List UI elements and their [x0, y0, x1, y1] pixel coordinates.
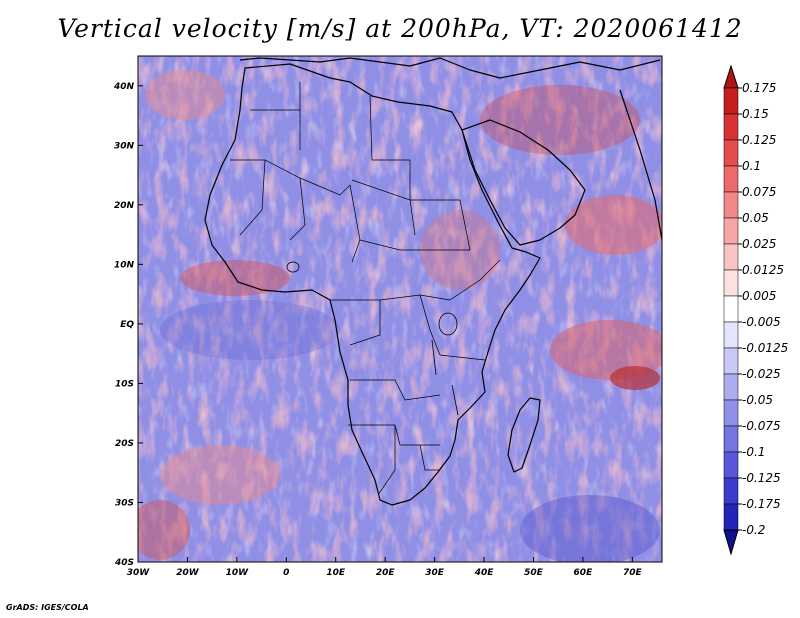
lat-tick-label: 40N: [113, 82, 135, 92]
colorbar-swatch: [723, 165, 739, 193]
lon-tick-label: 60E: [574, 568, 594, 578]
lon-tick-label: 70E: [623, 568, 643, 578]
arabian-peninsula-coastline: [461, 119, 586, 246]
updraft-region-north-atlantic: [145, 70, 225, 120]
colorbar-label: -0.025: [742, 367, 781, 381]
lon-tick-label: 10E: [326, 568, 346, 578]
updraft-region-southwest: [138, 500, 190, 560]
updraft-region-indian-ocean: [550, 320, 662, 380]
lon-tick-label: 10W: [226, 568, 250, 578]
colorbar-swatch: [723, 451, 739, 479]
lakes: [286, 261, 459, 416]
map-axes: 30W 20W 10W 0 10E 20E 30E 40E 50E 60E 70E 40N 30N 20N…: [113, 82, 643, 578]
lon-tick-label: 30W: [127, 568, 151, 578]
colorbar-swatch: [723, 243, 739, 271]
lat-tick-label: 20N: [114, 201, 135, 211]
lon-tick-label: 30E: [425, 568, 445, 578]
colorbar-swatch: [723, 373, 739, 401]
lat-tick-label: 30N: [114, 141, 135, 151]
colorbar: 0.175 0.15 0.125 0.1 0.075 0.05 0.025 0.0125 0.0…: [723, 64, 788, 556]
colorbar-label: -0.075: [742, 419, 781, 433]
colorbar-label: 0.0125: [742, 263, 784, 277]
updraft-region-south-atlantic: [160, 445, 280, 505]
colorbar-label: -0.005: [742, 315, 781, 329]
colorbar-swatch: [723, 139, 739, 167]
lon-tick-label: 40E: [474, 568, 495, 578]
colorbar-swatch: [723, 191, 739, 219]
colorbar-label: 0.175: [742, 81, 776, 95]
lat-tick-label: 10S: [115, 379, 134, 389]
colorbar-label: -0.125: [742, 471, 781, 485]
colorbar-swatch: [723, 477, 739, 505]
india-coastline: [619, 89, 662, 241]
colorbar-label: -0.2: [742, 523, 765, 537]
colorbar-swatch: [723, 425, 739, 453]
lon-tick-label: 50E: [524, 568, 544, 578]
colorbar-swatch: [723, 347, 739, 375]
software-credit: GrADS: IGES/COLA: [6, 603, 89, 612]
map-title: Vertical velocity [m/s] at 200hPa, VT: 2…: [57, 14, 743, 43]
lat-tick-label: 30S: [115, 498, 134, 508]
colorbar-label: 0.025: [742, 237, 776, 251]
colorbar-label: 0.005: [742, 289, 776, 303]
lon-tick-label: 20E: [376, 568, 396, 578]
colorbar-top-arrow: [723, 64, 739, 89]
plot-area: [138, 56, 662, 562]
colorbar-bottom-arrow: [723, 529, 739, 556]
colorbar-swatch: [723, 399, 739, 427]
downdraft-region-gulf-of-guinea: [160, 300, 340, 360]
lat-tick-label: 10N: [114, 260, 135, 270]
velocity-field-texture: [138, 56, 662, 562]
colorbar-label: -0.1: [742, 445, 765, 459]
updraft-region-arabian-sea: [565, 195, 662, 255]
colorbar-swatch: [723, 269, 739, 297]
colorbar-swatch: [723, 87, 739, 115]
colorbar-label: -0.175: [742, 497, 781, 511]
colorbar-label: 0.1: [742, 159, 761, 173]
colorbar-label: 0.15: [742, 107, 769, 121]
plot-frame: [137, 55, 663, 563]
africa-coastline: [204, 63, 541, 506]
madagascar-coastline: [507, 397, 541, 473]
colorbar-label: 0.125: [742, 133, 776, 147]
colorbar-swatch: [723, 217, 739, 245]
country-borders: [230, 82, 501, 496]
colorbar-swatch: [723, 503, 739, 531]
lat-tick-label: 40S: [114, 558, 134, 568]
lat-tick-label: 20S: [115, 439, 134, 449]
coastlines: [204, 57, 662, 506]
updraft-region-middle-east: [480, 85, 640, 155]
colorbar-swatch: [723, 295, 739, 323]
downdraft-region-southeast: [520, 495, 660, 562]
colorbar-swatch: [723, 113, 739, 141]
lon-tick-label: 0: [283, 568, 289, 578]
colorbar-label: -0.0125: [742, 341, 788, 355]
europe-coastline: [239, 57, 661, 79]
colorbar-label: -0.05: [742, 393, 773, 407]
lon-tick-label: 20W: [176, 568, 200, 578]
lat-tick-label: EQ: [120, 320, 134, 330]
colorbar-swatch: [723, 321, 739, 349]
colorbar-label: 0.075: [742, 185, 776, 199]
updraft-core-indian-ocean: [610, 366, 660, 390]
colorbar-label: 0.05: [742, 211, 769, 225]
